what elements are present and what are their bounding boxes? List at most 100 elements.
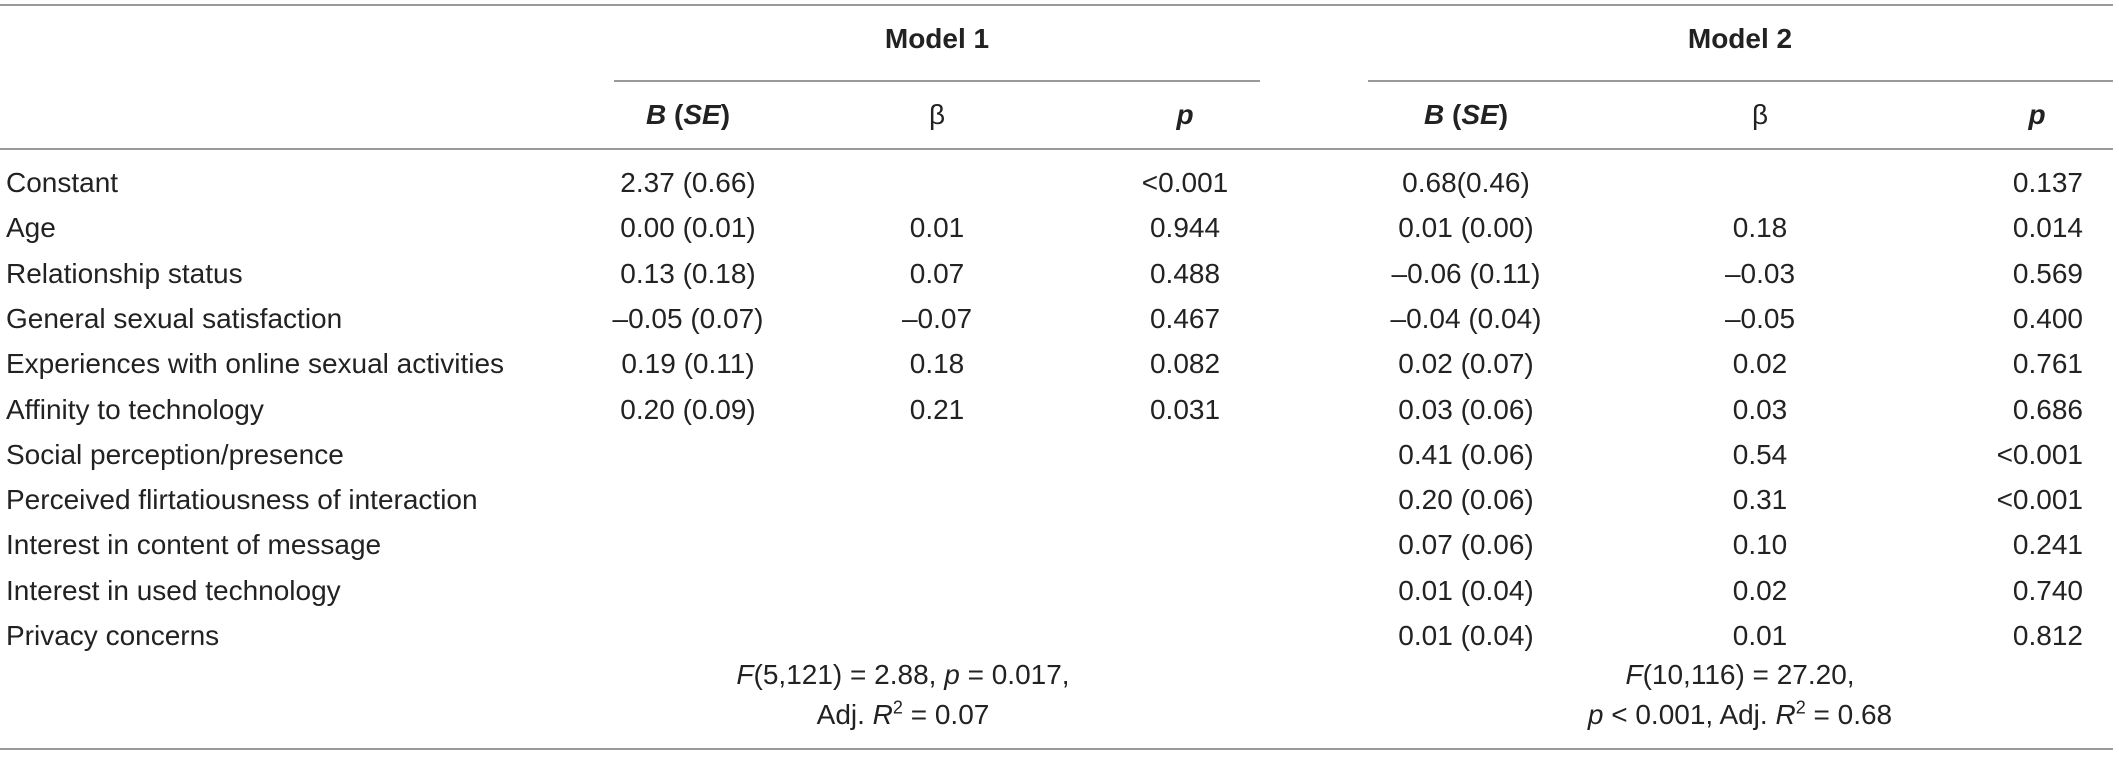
f-args: (5,121) = 2.88, [753, 659, 945, 690]
cell-m2-p: <0.001 [1996, 439, 2083, 470]
cell-m1-p: 0.944 [1149, 212, 1221, 243]
cell-m2-beta: 0.18 [1732, 212, 1788, 243]
r-value: = 0.68 [1805, 699, 1893, 730]
paren-open: ( [666, 99, 684, 130]
table-top-rule [0, 4, 2113, 6]
f-args: (10,116) = 27.20, [1642, 659, 1855, 690]
cell-m2-beta: 0.54 [1732, 439, 1788, 470]
p-value: = 0.017, [959, 659, 1070, 690]
row-label: General sexual satisfaction [6, 303, 343, 334]
cell-m2-p: 0.569 [2012, 258, 2083, 289]
cell-m2-b: 0.02 (0.07) [1398, 348, 1534, 379]
cell-m2-beta: 0.03 [1732, 394, 1788, 425]
cell-m1-beta: –0.07 [901, 303, 973, 334]
row-label: Experiences with online sexual activitie… [6, 348, 505, 379]
p-symbol: p [1587, 699, 1604, 730]
f-symbol: F [736, 659, 754, 690]
m2-p-header: p [2028, 99, 2046, 130]
row-label: Privacy concerns [6, 620, 220, 651]
p-symbol: p [944, 659, 960, 690]
row-label: Interest in content of message [6, 529, 382, 560]
cell-m2-b: 0.01 (0.04) [1398, 575, 1534, 606]
cell-m2-beta: 0.10 [1732, 529, 1788, 560]
paren-close: ) [720, 99, 731, 130]
cell-m2-p: 0.014 [2012, 212, 2083, 243]
cell-m2-b: 0.68(0.46) [1402, 167, 1530, 198]
cell-m2-p: 0.686 [2012, 394, 2083, 425]
m1-b-se-header: B (SE) [646, 98, 730, 132]
cell-m1-b: 0.13 (0.18) [620, 258, 756, 289]
cell-m1-b: –0.05 (0.07) [612, 303, 764, 334]
model1-span-rule [614, 80, 1260, 82]
row-label: Interest in used technology [6, 575, 341, 606]
cell-m1-b: 0.00 (0.01) [620, 212, 756, 243]
cell-m2-b: 0.20 (0.06) [1398, 484, 1534, 515]
p-value: < 0.001, Adj. [1603, 699, 1776, 730]
m2-fit-line1: F(10,116) = 27.20, [1588, 655, 1892, 695]
table-bottom-rule [0, 748, 2113, 750]
cell-m1-p: 0.467 [1149, 303, 1221, 334]
m2-b-se-header: B (SE) [1424, 98, 1508, 132]
b-symbol: B [645, 99, 667, 130]
cell-m1-beta: 0.18 [909, 348, 965, 379]
cell-m2-p: 0.812 [2012, 620, 2083, 651]
r-value: = 0.07 [902, 699, 990, 730]
model1-title: Model 1 [884, 23, 990, 54]
m1-beta-header: β [928, 99, 946, 130]
cell-m1-b: 2.37 (0.66) [620, 167, 756, 198]
cell-m1-p: <0.001 [1141, 167, 1229, 198]
m2-fit-line2: p < 0.001, Adj. R2 = 0.68 [1588, 695, 1892, 735]
cell-m2-p: 0.740 [2012, 575, 2083, 606]
m1-fit-stats: F(5,121) = 2.88, p = 0.017, Adj. R2 = 0.… [736, 655, 1069, 735]
cell-m2-b: –0.06 (0.11) [1391, 258, 1541, 289]
se-symbol: SE [683, 99, 721, 130]
cell-m2-beta: 0.01 [1732, 620, 1788, 651]
cell-m2-beta: 0.02 [1732, 575, 1788, 606]
cell-m2-b: –0.04 (0.04) [1390, 303, 1542, 334]
f-symbol: F [1625, 659, 1643, 690]
row-label: Social perception/presence [6, 439, 344, 470]
m2-beta-header: β [1751, 99, 1769, 130]
model2-title: Model 2 [1687, 23, 1793, 54]
m1-fit-line1: F(5,121) = 2.88, p = 0.017, [736, 655, 1069, 695]
cell-m1-p: 0.082 [1149, 348, 1221, 379]
r-squared-sup: 2 [1795, 697, 1806, 718]
row-label: Age [6, 212, 56, 243]
cell-m2-b: 0.01 (0.04) [1398, 620, 1534, 651]
cell-m2-beta: –0.05 [1724, 303, 1796, 334]
cell-m2-beta: 0.02 [1732, 348, 1788, 379]
model2-span-rule [1368, 80, 2113, 82]
row-label: Perceived flirtatiousness of interaction [6, 484, 478, 515]
cell-m1-b: 0.20 (0.09) [620, 394, 756, 425]
cell-m2-b: 0.03 (0.06) [1398, 394, 1534, 425]
cell-m2-beta: –0.03 [1724, 258, 1796, 289]
r-symbol: R [872, 699, 893, 730]
cell-m2-p: <0.001 [1996, 484, 2083, 515]
m1-fit-line2: Adj. R2 = 0.07 [736, 695, 1069, 735]
cell-m2-b: 0.07 (0.06) [1398, 529, 1534, 560]
row-label: Relationship status [6, 258, 243, 289]
r-squared-sup: 2 [892, 697, 903, 718]
paren-open: ( [1444, 99, 1462, 130]
b-symbol: B [1423, 99, 1445, 130]
row-label: Affinity to technology [6, 394, 264, 425]
m2-fit-stats: F(10,116) = 27.20, p < 0.001, Adj. R2 = … [1588, 655, 1892, 735]
cell-m1-beta: 0.21 [909, 394, 965, 425]
header-bottom-rule [0, 148, 2113, 150]
se-symbol: SE [1461, 99, 1499, 130]
m1-p-header: p [1176, 99, 1194, 130]
cell-m1-beta: 0.01 [909, 212, 965, 243]
cell-m1-beta: 0.07 [909, 258, 965, 289]
cell-m2-p: 0.761 [2012, 348, 2083, 379]
cell-m2-p: 0.137 [2012, 167, 2083, 198]
paren-close: ) [1498, 99, 1509, 130]
row-label: Constant [6, 167, 119, 198]
cell-m1-p: 0.031 [1149, 394, 1221, 425]
cell-m2-p: 0.241 [2012, 529, 2083, 560]
cell-m1-p: 0.488 [1149, 258, 1221, 289]
cell-m2-b: 0.41 (0.06) [1398, 439, 1534, 470]
r-symbol: R [1775, 699, 1796, 730]
cell-m2-beta: 0.31 [1732, 484, 1788, 515]
cell-m1-b: 0.19 (0.11) [621, 348, 755, 379]
adj-label: Adj. [816, 699, 873, 730]
